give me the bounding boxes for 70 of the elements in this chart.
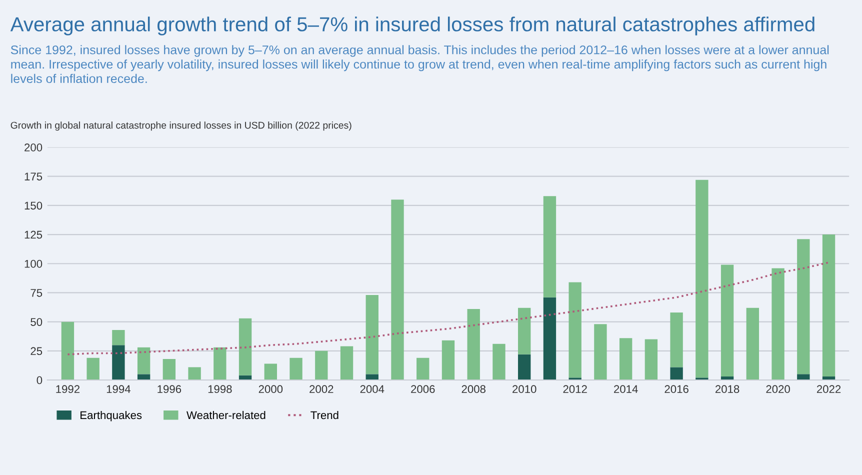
bar	[797, 374, 810, 380]
x-tick-label: 2008	[462, 385, 486, 394]
bar	[670, 367, 683, 380]
bar	[543, 196, 556, 298]
bar	[746, 308, 760, 380]
x-tick-label: 2018	[716, 385, 740, 394]
bar	[391, 200, 404, 380]
y-axis-title: Growth in global natural catastrophe insured losses in USD billion (2022 prices)	[10, 122, 352, 131]
bar	[594, 324, 607, 380]
bar	[162, 359, 176, 380]
bar	[214, 347, 226, 380]
bar	[442, 340, 455, 380]
y-tick-label: 25	[30, 347, 42, 356]
x-tick-label: 2022	[816, 385, 841, 394]
x-tick-label: 1994	[106, 385, 130, 394]
y-tick-label: 125	[24, 230, 42, 239]
bar	[772, 268, 784, 380]
legend-label: Earthquakes	[80, 410, 142, 422]
y-tick-label: 150	[24, 202, 42, 210]
bar	[340, 346, 354, 380]
bar	[137, 347, 150, 374]
y-tick-label: 0	[36, 376, 42, 384]
x-tick-label: 2020	[766, 385, 790, 394]
bar	[568, 282, 582, 378]
legend-label: Trend	[310, 410, 338, 420]
bar	[720, 264, 734, 377]
bar	[238, 318, 252, 376]
x-tick-label: 2006	[411, 385, 435, 394]
bar	[366, 295, 378, 374]
line-series	[66, 262, 830, 356]
bar	[518, 354, 531, 380]
bar	[86, 358, 100, 380]
bar	[619, 338, 632, 380]
bar	[467, 309, 480, 380]
bar	[264, 364, 277, 380]
x-tick-label: 1996	[158, 385, 182, 394]
bar	[112, 345, 125, 380]
bar	[492, 344, 506, 380]
bar	[644, 339, 658, 380]
legend-label: Weather-related	[186, 410, 266, 420]
bar	[822, 234, 836, 377]
bar	[137, 374, 150, 380]
y-tick-label: 75	[30, 289, 42, 297]
x-tick-label: 2004	[360, 385, 384, 394]
bar	[315, 350, 328, 380]
bar	[112, 330, 125, 346]
x-tick-label: 1992	[56, 385, 80, 394]
bar	[696, 180, 708, 378]
x-tick-label: 2002	[310, 385, 334, 394]
bar	[188, 367, 201, 380]
y-tick-label: 200	[24, 144, 42, 152]
x-tick-label: 1998	[208, 385, 232, 394]
bar	[416, 358, 430, 380]
bar	[670, 312, 683, 368]
chart-subtitle: Since 1992, insured losses have grown by 5–7% on an average annual basis. This includes the period 2012–16 when losses were at a lower annual mean. Irrespective of yearly volatility, insured losses will likely continue to grow at trend, even when real-time amplifying factors such as current high levels of inflation recede.	[10, 45, 829, 84]
bar	[366, 374, 378, 380]
y-tick-label: 175	[24, 172, 42, 180]
bar	[290, 358, 302, 380]
x-tick-label: 2016	[664, 385, 688, 394]
x-tick-label: 2010	[512, 385, 536, 394]
y-tick-label: 50	[30, 318, 42, 326]
bar	[797, 239, 810, 374]
x-tick-label: 2000	[258, 385, 283, 394]
x-tick-label: 2014	[614, 385, 638, 394]
bar	[518, 308, 531, 354]
chart-title: Average annual growth trend of 5–7% in insured losses from natural catastrophes affirmed	[10, 16, 814, 36]
bar	[543, 297, 556, 380]
bar	[61, 322, 74, 380]
x-tick-label: 2012	[563, 385, 587, 394]
y-tick-label: 100	[24, 260, 42, 268]
